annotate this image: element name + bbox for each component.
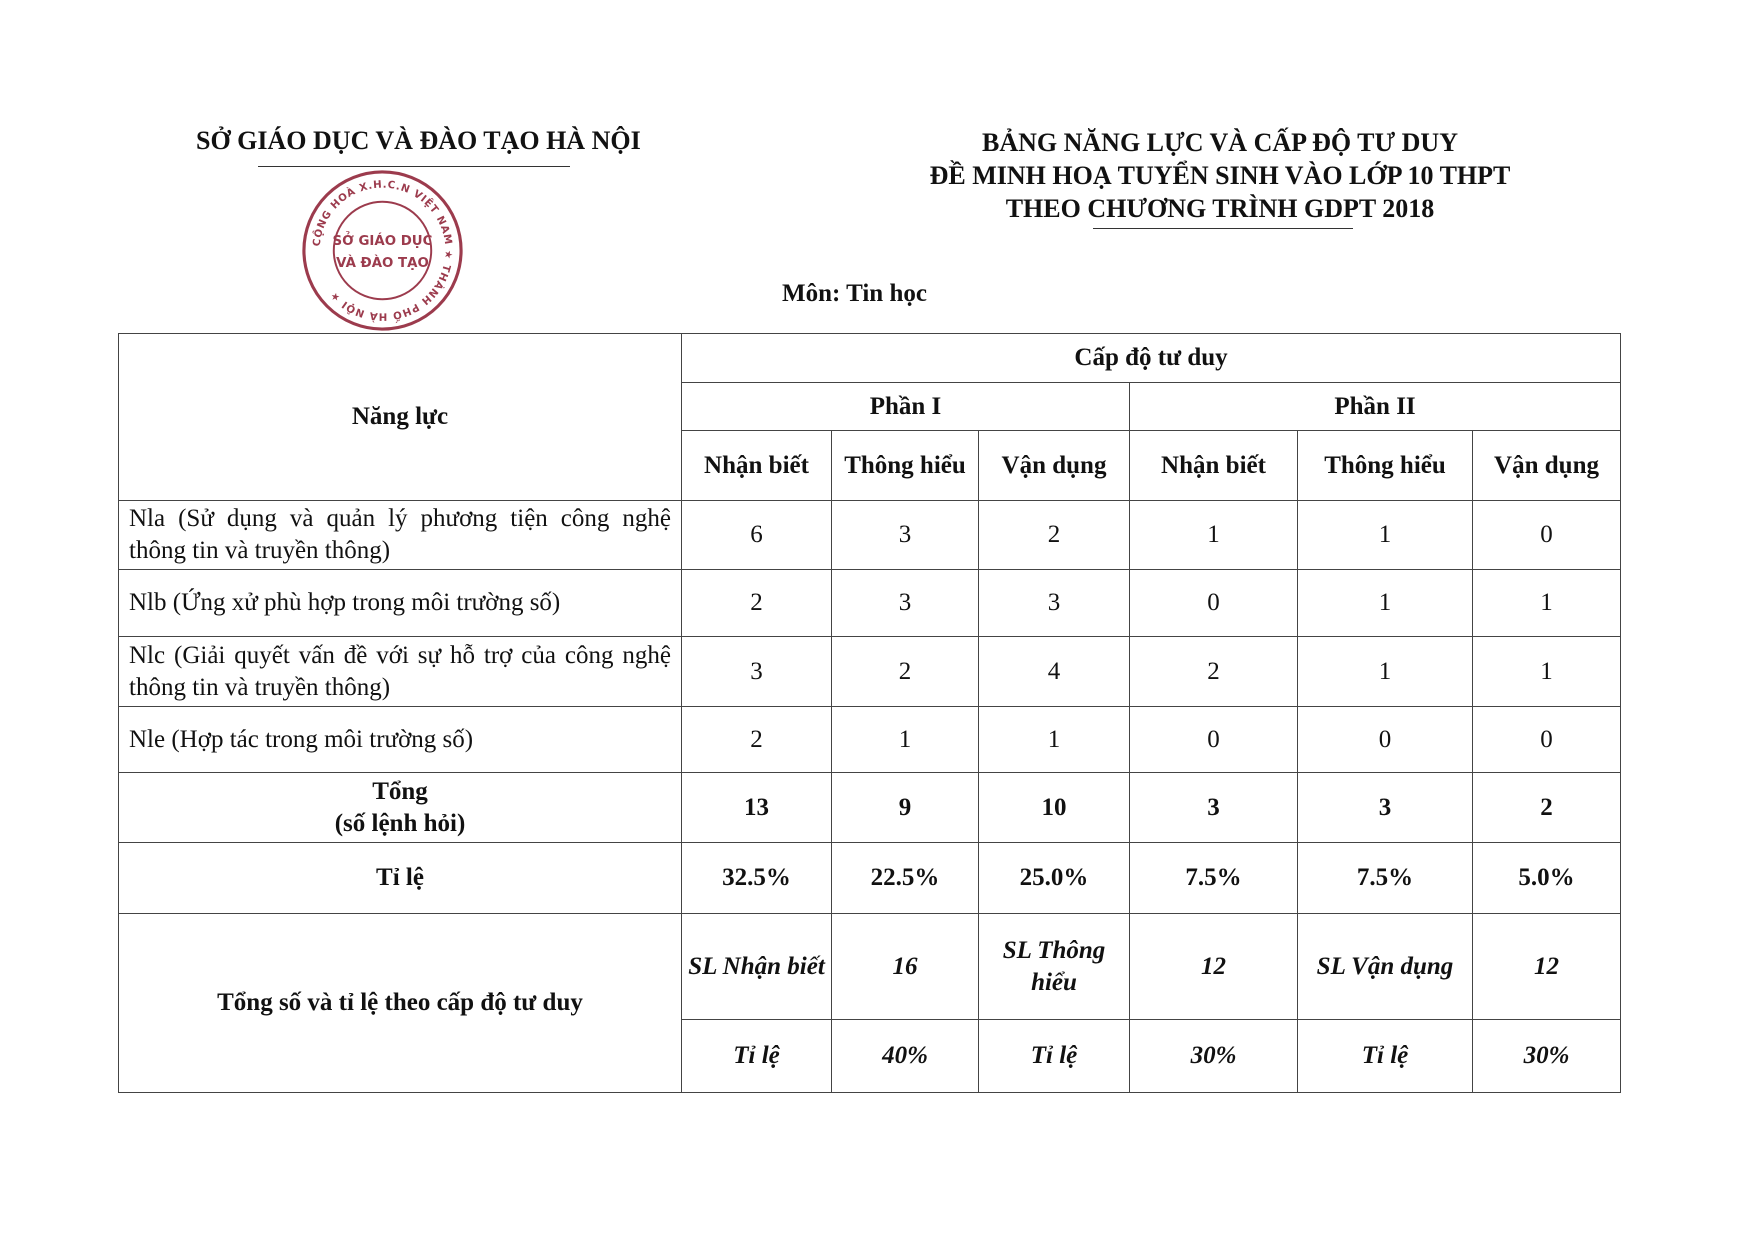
cell: 2 bbox=[1129, 636, 1298, 707]
cell: 0 bbox=[1129, 706, 1298, 773]
svg-text:SỞ GIÁO DỤC: SỞ GIÁO DỤC bbox=[333, 230, 433, 249]
cell: 3 bbox=[1297, 772, 1473, 843]
ratio-label: Tỉ lệ bbox=[118, 842, 682, 914]
total-row: Tổng (số lệnh hỏi) 13 9 10 3 3 2 bbox=[118, 772, 1622, 843]
cell: 0 bbox=[1471, 500, 1622, 570]
cell: 0 bbox=[1297, 706, 1473, 773]
summary-ratio-row: Tỉ lệ 40% Tỉ lệ 30% Tỉ lệ 30% bbox=[119, 1019, 1622, 1093]
ratio-value: 40% bbox=[831, 1019, 979, 1093]
cell: 1 bbox=[831, 706, 979, 773]
header-level: Thông hiểu bbox=[1297, 430, 1473, 501]
sl-label: SL Thông hiểu bbox=[978, 913, 1130, 1020]
ratio-label: Tỉ lệ bbox=[1297, 1019, 1473, 1093]
cell: 1 bbox=[1471, 569, 1622, 637]
header-level: Nhận biết bbox=[1129, 430, 1298, 501]
row-label: Nle (Hợp tác trong môi trường số) bbox=[118, 706, 682, 773]
header-nang-luc: Năng lực bbox=[118, 333, 682, 501]
cell: 25.0% bbox=[978, 842, 1130, 914]
header-level: Nhận biết bbox=[681, 430, 832, 501]
official-seal: CỘNG HOÀ X.H.C.N VIỆT NAM ★ THÀNH PHỐ HÀ… bbox=[302, 170, 463, 331]
cell: 3 bbox=[831, 569, 979, 637]
cell: 6 bbox=[681, 500, 832, 570]
total-label-line: (số lệnh hỏi) bbox=[334, 809, 466, 837]
cell: 2 bbox=[681, 569, 832, 637]
cell: 2 bbox=[1471, 772, 1622, 843]
title-line: ĐỀ MINH HOẠ TUYỂN SINH VÀO LỚP 10 THPT bbox=[929, 161, 1511, 190]
row-label: Nlb (Ứng xử phù hợp trong môi trường số) bbox=[118, 569, 682, 637]
header-phan-1: Phần I bbox=[681, 382, 1130, 431]
table-row: Nlb (Ứng xử phù hợp trong môi trường số)… bbox=[118, 569, 1622, 637]
cell: 1 bbox=[978, 706, 1130, 773]
row-label: Nla (Sử dụng và quản lý phương tiện công… bbox=[118, 500, 682, 570]
title-line: BẢNG NĂNG LỰC VÀ CẤP ĐỘ TƯ DUY bbox=[982, 128, 1458, 157]
document-title: BẢNG NĂNG LỰC VÀ CẤP ĐỘ TƯ DUY ĐỀ MINH H… bbox=[830, 126, 1610, 225]
cell: 4 bbox=[978, 636, 1130, 707]
svg-text:VÀ ĐÀO TẠO: VÀ ĐÀO TẠO bbox=[336, 253, 429, 271]
ratio-label: Tỉ lệ bbox=[978, 1019, 1130, 1093]
sl-label: SL Nhận biết bbox=[681, 913, 832, 1020]
cell: 0 bbox=[1129, 569, 1298, 637]
header-level: Vận dụng bbox=[1471, 430, 1622, 501]
cell: 2 bbox=[978, 500, 1130, 570]
header-level: Thông hiểu bbox=[831, 430, 979, 501]
total-label: Tổng (số lệnh hỏi) bbox=[118, 772, 682, 843]
cell: 2 bbox=[681, 706, 832, 773]
cell: 1 bbox=[1297, 500, 1473, 570]
cell: 22.5% bbox=[831, 842, 979, 914]
cell: 3 bbox=[831, 500, 979, 570]
cell: 1 bbox=[1297, 569, 1473, 637]
header-phan-2: Phần II bbox=[1128, 382, 1622, 431]
ratio-label: Tỉ lệ bbox=[681, 1019, 832, 1093]
cell: 0 bbox=[1471, 706, 1622, 773]
cell: 13 bbox=[681, 772, 832, 843]
cell: 10 bbox=[978, 772, 1130, 843]
divider bbox=[1093, 228, 1353, 229]
header-level: Vận dụng bbox=[978, 430, 1130, 501]
divider bbox=[258, 166, 570, 167]
cell: 3 bbox=[978, 569, 1130, 637]
sl-value: 12 bbox=[1471, 913, 1622, 1020]
total-label-line: Tổng bbox=[372, 777, 428, 805]
ratio-value: 30% bbox=[1129, 1019, 1298, 1093]
cell: 5.0% bbox=[1471, 842, 1622, 914]
cell: 1 bbox=[1297, 636, 1473, 707]
cell: 9 bbox=[831, 772, 979, 843]
cell: 7.5% bbox=[1129, 842, 1298, 914]
summary-sl-row: Tổng số và tỉ lệ theo cấp độ tư duy SL N… bbox=[118, 913, 1622, 1093]
row-label: Nlc (Giải quyết vấn đề với sự hỗ trợ của… bbox=[118, 636, 682, 707]
title-line: THEO CHƯƠNG TRÌNH GDPT 2018 bbox=[1005, 194, 1435, 223]
subject-label: Môn: Tin học bbox=[782, 280, 927, 307]
table-row: Nlc (Giải quyết vấn đề với sự hỗ trợ của… bbox=[118, 636, 1622, 707]
sl-value: 16 bbox=[831, 913, 979, 1020]
cell: 3 bbox=[681, 636, 832, 707]
sl-label: SL Vận dụng bbox=[1297, 913, 1473, 1020]
cell: 3 bbox=[1129, 772, 1298, 843]
cell: 1 bbox=[1471, 636, 1622, 707]
cell: 32.5% bbox=[681, 842, 832, 914]
cell: 1 bbox=[1129, 500, 1298, 570]
cell: 2 bbox=[831, 636, 979, 707]
table-row: Nla (Sử dụng và quản lý phương tiện công… bbox=[118, 500, 1622, 570]
org-name: SỞ GIÁO DỤC VÀ ĐÀO TẠO HÀ NỘI bbox=[196, 126, 641, 155]
ratio-value: 30% bbox=[1471, 1019, 1622, 1093]
header-cap-do: Cấp độ tư duy bbox=[680, 333, 1622, 383]
sl-value: 12 bbox=[1129, 913, 1298, 1020]
competency-table: Năng lực Cấp độ tư duy Phần I Phần II Nh… bbox=[118, 333, 1622, 1093]
summary-label: Tổng số và tỉ lệ theo cấp độ tư duy bbox=[118, 913, 682, 1093]
cell: 7.5% bbox=[1297, 842, 1473, 914]
ratio-row: Tỉ lệ 32.5% 22.5% 25.0% 7.5% 7.5% 5.0% bbox=[118, 842, 1622, 914]
